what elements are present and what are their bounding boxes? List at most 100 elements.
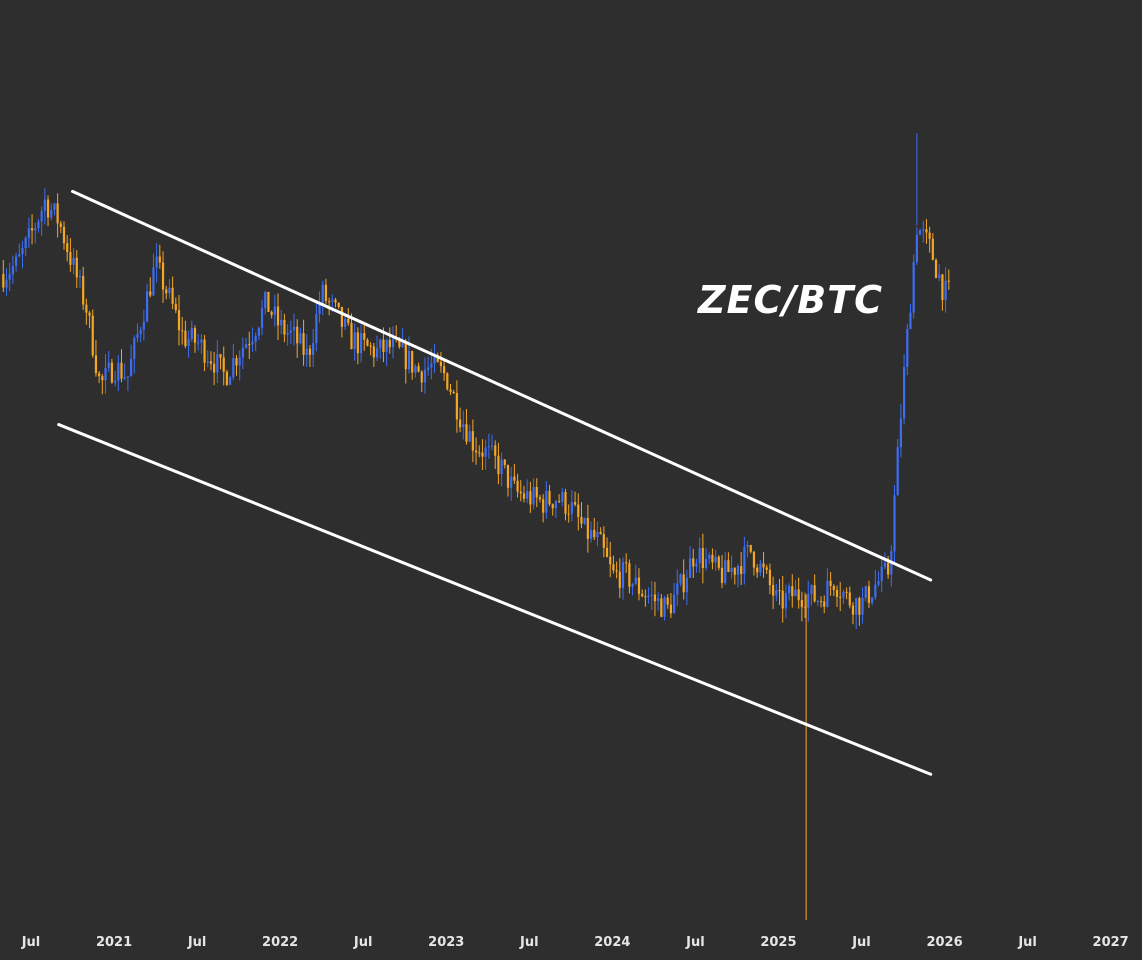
x-tick-label: 2023 [428,935,464,950]
candle-body [155,256,158,268]
x-tick-label: Jul [21,935,41,950]
candle-body [225,371,229,385]
candle-body [826,580,829,607]
candle-body [388,340,391,348]
candle-body [842,591,845,598]
candle-body [203,339,206,363]
candle-body [152,267,155,296]
candle-body [449,389,452,392]
candle-body [599,531,602,535]
candle-body [816,601,819,603]
candle-body [925,229,928,233]
candle-body [91,315,94,356]
candle-body [727,560,730,572]
candle-body [605,547,609,557]
candle-body [593,529,596,538]
x-tick-label: Jul [685,935,705,950]
candle-body [628,563,631,587]
candle-body [909,312,912,330]
candle-body [653,594,657,602]
candle-body [631,583,634,587]
candle-body [471,431,474,451]
candle-body [532,487,535,505]
candle-body [343,318,347,327]
candle-body [621,562,625,589]
candle-body [433,355,436,364]
candle-body [577,504,580,517]
candle-body [114,380,117,383]
candle-body [312,343,315,355]
candle-body [161,262,165,290]
candle-body [209,361,213,364]
candle-body [644,596,647,598]
candle-body [216,354,219,373]
candle-body [494,445,497,456]
candle-body [142,321,145,330]
candle-body [778,590,781,592]
candle-body [772,585,775,596]
candle-body [752,551,756,568]
candle-body [487,446,490,448]
candle-body [609,556,612,565]
candle-body [944,280,947,301]
candle-body [535,487,538,498]
x-tick-label: Jul [1017,935,1037,950]
candle-body [481,452,484,457]
candle-body [69,252,72,265]
candle-body [219,354,222,358]
candle-body [66,243,69,253]
candle-body [465,424,468,442]
candle-body [414,366,417,373]
candle-body [181,330,184,332]
candle-body [101,376,104,381]
candle-body [941,274,944,301]
candle-body [296,326,299,344]
candle-body [743,546,746,574]
candle-body [423,369,427,383]
candle-body [193,328,197,343]
candle-body [117,362,120,381]
candle-body [50,209,53,218]
candle-body [883,562,887,567]
candle-body [545,490,548,513]
candle-body [248,344,251,346]
candle-body [184,330,187,347]
candle-body [251,341,254,345]
candle-body [634,577,637,584]
candle-body [120,362,123,379]
candle-body [573,502,577,505]
candle-body [519,491,522,494]
candle-body [37,221,40,229]
candle-body [404,342,407,370]
candle-body [551,504,554,509]
candle-body [858,598,861,615]
candle-body [803,607,807,609]
candle-body [235,358,238,366]
candle-body [669,604,673,614]
candle-body [158,256,161,263]
candle-body [503,459,506,465]
candle-body [359,332,363,354]
candle-body [516,480,519,492]
candle-body [902,366,906,419]
candle-body [513,476,516,481]
candle-body [548,490,551,505]
candle-body [676,583,679,595]
candle-body [347,318,350,324]
candle-body [21,248,24,255]
candle-body [666,597,669,605]
candle-body [685,577,688,593]
candle-body [468,431,471,442]
candle-body [315,314,318,344]
candle-body [107,362,110,368]
candle-body [558,501,561,503]
candle-body [177,310,181,331]
candle-body [663,597,666,617]
x-tick-label: Jul [187,935,207,950]
candle-body [896,447,899,496]
candle-body [356,332,359,354]
x-tick-label: 2022 [262,935,298,950]
candle-body [379,339,382,349]
candle-body [417,366,420,372]
candle-body [82,275,85,305]
